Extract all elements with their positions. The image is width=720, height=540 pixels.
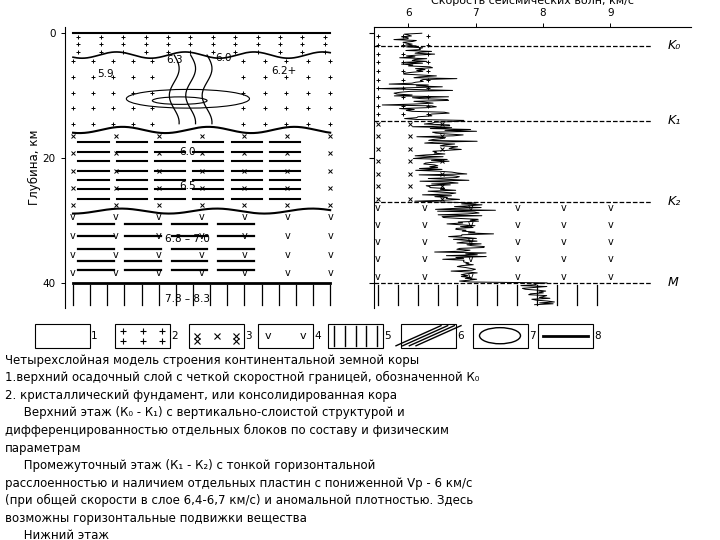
Text: v: v xyxy=(608,203,613,213)
Text: 3: 3 xyxy=(245,330,251,341)
Text: v: v xyxy=(70,212,76,222)
Text: v: v xyxy=(421,254,427,265)
Text: v: v xyxy=(608,237,613,247)
Text: v: v xyxy=(561,237,567,247)
Text: v: v xyxy=(199,250,204,260)
Text: v: v xyxy=(70,268,76,279)
Bar xyxy=(35,323,90,348)
Text: v: v xyxy=(375,237,381,247)
Text: v: v xyxy=(421,203,427,213)
Text: v: v xyxy=(328,212,333,222)
Text: v: v xyxy=(113,268,119,279)
Y-axis label: Глубина, км: Глубина, км xyxy=(28,130,41,205)
Text: v: v xyxy=(421,237,427,247)
Text: v: v xyxy=(284,268,290,279)
Text: 5: 5 xyxy=(384,330,391,341)
Text: v: v xyxy=(514,272,520,281)
Text: 6.0: 6.0 xyxy=(180,147,196,157)
Text: v: v xyxy=(242,250,248,260)
Text: v: v xyxy=(70,231,76,241)
Text: 5.9: 5.9 xyxy=(97,69,114,79)
Text: 6.3: 6.3 xyxy=(166,55,183,65)
Text: v: v xyxy=(375,203,381,213)
Text: v: v xyxy=(375,220,381,230)
Text: v: v xyxy=(375,272,381,281)
Bar xyxy=(189,323,244,348)
Text: 2: 2 xyxy=(171,330,178,341)
Text: v: v xyxy=(561,272,567,281)
Text: v: v xyxy=(156,212,161,222)
Text: v: v xyxy=(561,203,567,213)
Text: 6.5: 6.5 xyxy=(179,181,197,191)
Text: v: v xyxy=(328,268,333,279)
Text: v: v xyxy=(468,203,474,213)
Bar xyxy=(258,323,313,348)
Text: v: v xyxy=(608,220,613,230)
Text: v: v xyxy=(608,272,613,281)
Text: v: v xyxy=(113,231,119,241)
Text: v: v xyxy=(468,237,474,247)
Text: v: v xyxy=(113,250,119,260)
Text: v: v xyxy=(156,231,161,241)
Text: K₂: K₂ xyxy=(667,195,681,208)
Text: 6.0: 6.0 xyxy=(215,53,232,63)
Text: v: v xyxy=(242,268,248,279)
Bar xyxy=(328,323,383,348)
Text: v: v xyxy=(113,212,119,222)
Bar xyxy=(401,323,456,348)
Text: 6: 6 xyxy=(457,330,464,341)
Text: v: v xyxy=(199,268,204,279)
Bar xyxy=(473,323,528,348)
Text: v: v xyxy=(300,330,306,341)
Text: K₁: K₁ xyxy=(667,114,681,127)
Text: v: v xyxy=(375,254,381,265)
Bar xyxy=(538,323,593,348)
Text: v: v xyxy=(514,203,520,213)
Text: v: v xyxy=(514,237,520,247)
Text: v: v xyxy=(468,220,474,230)
Text: v: v xyxy=(284,250,290,260)
Text: v: v xyxy=(468,272,474,281)
Text: K₀: K₀ xyxy=(667,39,681,52)
Text: v: v xyxy=(421,220,427,230)
Text: v: v xyxy=(265,330,271,341)
Text: v: v xyxy=(156,268,161,279)
Text: v: v xyxy=(156,250,161,260)
Text: v: v xyxy=(242,212,248,222)
Text: M: M xyxy=(667,276,678,289)
Text: v: v xyxy=(284,212,290,222)
Text: v: v xyxy=(514,254,520,265)
Text: 7: 7 xyxy=(529,330,536,341)
Text: 4: 4 xyxy=(314,330,320,341)
Text: v: v xyxy=(199,231,204,241)
Text: v: v xyxy=(328,231,333,241)
Text: v: v xyxy=(242,231,248,241)
Text: v: v xyxy=(561,254,567,265)
Text: v: v xyxy=(468,254,474,265)
Text: Четырехслойная модель строения континентальной земной коры
1.верхний осадочный с: Четырехслойная модель строения континент… xyxy=(5,354,480,540)
Bar xyxy=(115,323,170,348)
Text: v: v xyxy=(70,250,76,260)
Text: 6.2+: 6.2+ xyxy=(271,66,297,76)
Text: 6.8 – 7.0: 6.8 – 7.0 xyxy=(166,234,210,244)
Text: v: v xyxy=(328,250,333,260)
Text: 8: 8 xyxy=(594,330,600,341)
Text: v: v xyxy=(199,212,204,222)
Text: v: v xyxy=(284,231,290,241)
Text: 1: 1 xyxy=(91,330,98,341)
X-axis label: Скорость сейсмических волн, км/с: Скорость сейсмических волн, км/с xyxy=(431,0,634,6)
Text: v: v xyxy=(514,220,520,230)
Text: v: v xyxy=(421,272,427,281)
Text: v: v xyxy=(608,254,613,265)
Text: 7.8 – 8.3: 7.8 – 8.3 xyxy=(166,294,210,303)
Text: v: v xyxy=(561,220,567,230)
